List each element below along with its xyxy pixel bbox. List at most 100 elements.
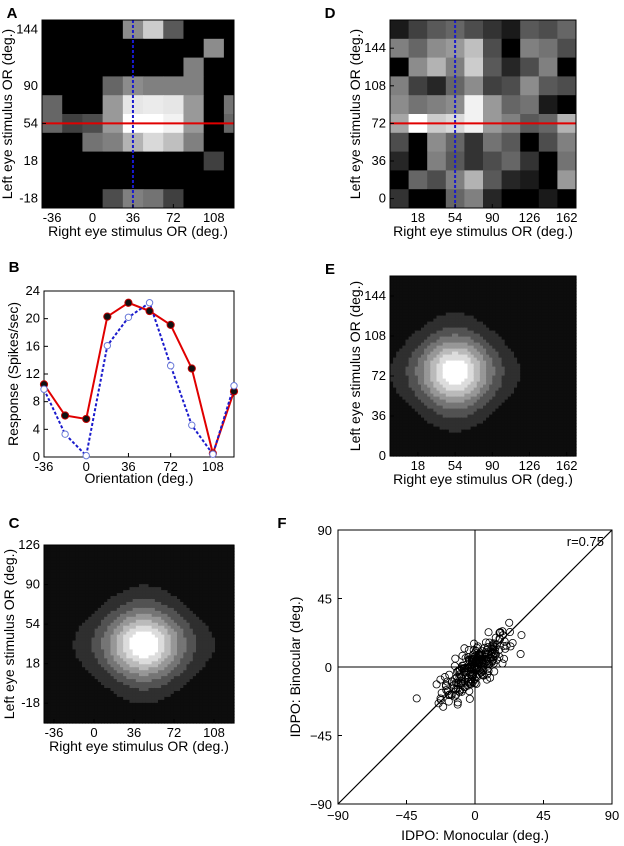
contour-cell (161, 648, 165, 653)
contour-cell (56, 619, 61, 623)
contour-cell (129, 705, 134, 709)
contour-cell (151, 711, 156, 715)
contour-cell (430, 330, 434, 334)
heatmap-cell (408, 20, 428, 40)
contour-cell (414, 360, 419, 364)
heatmap-cell (82, 132, 104, 153)
contour-cell (91, 672, 96, 677)
contour-cell (158, 651, 162, 656)
contour-cell (110, 568, 115, 573)
contour-cell (66, 613, 70, 617)
contour-cell (151, 598, 156, 602)
contour-cell (120, 622, 124, 626)
contour-cell (142, 601, 146, 605)
contour-cell (94, 669, 99, 674)
contour-cell (192, 613, 197, 617)
contour-cell (94, 589, 99, 594)
contour-cell (139, 648, 143, 653)
contour-cell (208, 545, 213, 549)
contour-cell (142, 619, 146, 623)
contour-cell (50, 690, 55, 694)
contour-cell (44, 559, 48, 564)
contour-cell (211, 660, 216, 665)
contour-cell (126, 601, 131, 605)
contour-cell (107, 645, 112, 650)
heatmap-cell (464, 76, 484, 96)
contour-cell (186, 699, 191, 703)
data-point-binocular (103, 312, 112, 321)
contour-cell (436, 426, 441, 430)
contour-cell (430, 453, 434, 457)
contour-cell (405, 276, 410, 280)
contour-cell (82, 666, 86, 671)
contour-cell (196, 654, 200, 659)
contour-cell (408, 354, 413, 358)
contour-cell (56, 556, 61, 561)
contour-cell (50, 547, 55, 552)
contour-cell (427, 294, 431, 298)
contour-cell (142, 589, 146, 594)
contour-cell (211, 684, 216, 688)
contour-cell (215, 663, 219, 668)
contour-cell (205, 619, 210, 623)
contour-cell (132, 657, 137, 662)
contour-cell (82, 696, 86, 700)
contour-cell (218, 669, 222, 674)
contour-cell (218, 550, 222, 555)
contour-cell (221, 714, 226, 718)
contour-cell (91, 601, 96, 605)
contour-cell (82, 550, 86, 555)
contour-cell (167, 717, 172, 721)
contour-cell (417, 339, 422, 343)
contour-cell (78, 545, 83, 549)
contour-cell (224, 678, 229, 683)
heatmap-cell (557, 132, 577, 153)
contour-cell (186, 601, 191, 605)
contour-cell (110, 577, 115, 582)
contour-cell (393, 363, 397, 367)
heatmap-contours (390, 276, 577, 457)
contour-cell (396, 321, 400, 325)
contour-cell (211, 580, 216, 585)
contour-cell (85, 625, 89, 629)
contour-cell (47, 601, 51, 605)
contour-cell (405, 417, 410, 421)
contour-cell (405, 288, 410, 292)
contour-cell (393, 420, 397, 424)
contour-cell (189, 634, 194, 638)
heatmap-cell (163, 76, 184, 96)
contour-cell (63, 619, 67, 623)
contour-cell (218, 568, 222, 573)
contour-cell (129, 696, 134, 700)
contour-cell (215, 636, 219, 641)
contour-cell (97, 702, 102, 706)
contour-cell (113, 583, 118, 588)
contour-cell (101, 669, 105, 674)
contour-cell (88, 598, 93, 602)
contour-cell (430, 381, 434, 385)
contour-cell (439, 315, 444, 319)
heatmap-cell (122, 20, 144, 40)
contour-cell (202, 696, 207, 700)
contour-cell (211, 651, 216, 656)
contour-cell (439, 294, 444, 298)
contour-cell (414, 444, 419, 448)
contour-cell (63, 577, 67, 582)
contour-cell (56, 636, 61, 641)
contour-cell (436, 285, 441, 289)
y-tick-label: -18 (21, 695, 40, 710)
contour-cell (151, 571, 156, 576)
contour-cell (205, 717, 210, 721)
contour-cell (224, 559, 229, 564)
contour-cell (224, 669, 229, 674)
contour-cell (44, 628, 48, 632)
contour-cell (439, 306, 444, 310)
contour-cell (148, 711, 153, 715)
contour-cell (139, 604, 143, 608)
contour-cell (208, 574, 213, 579)
contour-cell (75, 556, 80, 561)
contour-cell (173, 651, 178, 656)
contour-cell (399, 360, 403, 364)
contour-cell (47, 660, 51, 665)
contour-cell (393, 276, 397, 280)
